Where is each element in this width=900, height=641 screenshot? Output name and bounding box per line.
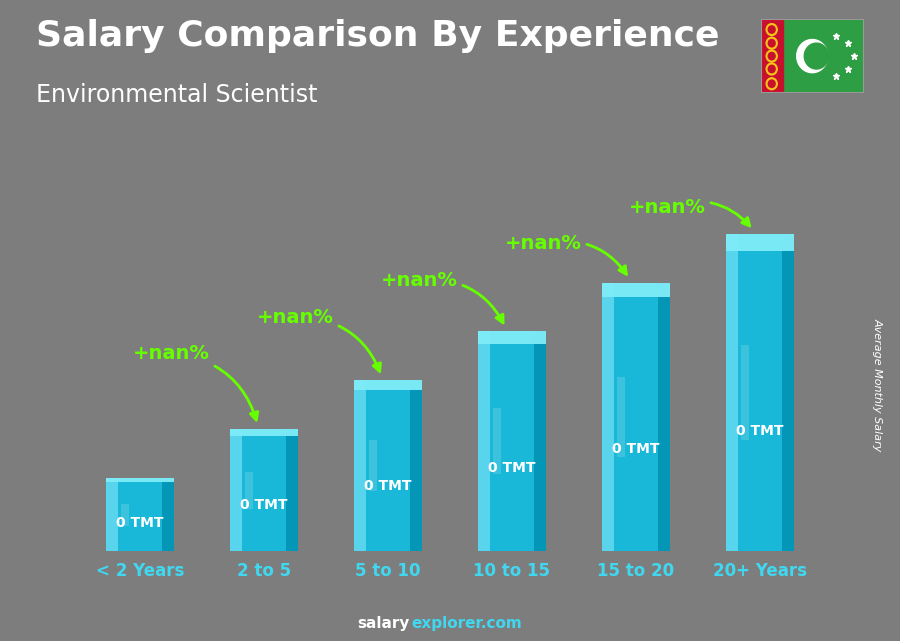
Circle shape [766,37,778,50]
Bar [230,429,298,551]
Text: 0 TMT: 0 TMT [488,461,536,475]
Circle shape [768,65,776,74]
Bar [245,472,253,508]
Bar [725,234,794,251]
Bar [354,380,366,551]
Bar [122,504,130,526]
Bar [106,478,175,551]
Text: 0 TMT: 0 TMT [240,498,288,512]
Bar [286,429,298,551]
Bar [369,440,377,492]
Bar [230,429,298,436]
Text: explorer.com: explorer.com [411,617,522,631]
Circle shape [766,49,778,63]
Bar [410,380,422,551]
Bar [162,478,175,551]
Bar [725,234,794,551]
Bar [602,283,614,551]
Bar [478,331,491,551]
Text: Environmental Scientist: Environmental Scientist [36,83,318,107]
Bar [493,408,501,474]
Text: 0 TMT: 0 TMT [116,517,164,530]
Circle shape [766,23,778,36]
Bar [602,283,670,551]
Bar [354,380,422,551]
Bar [658,283,670,551]
Bar [478,331,546,344]
Text: Salary Comparison By Experience: Salary Comparison By Experience [36,19,719,53]
Circle shape [768,52,776,60]
Text: Average Monthly Salary: Average Monthly Salary [872,318,883,451]
Bar [760,19,783,93]
Bar [781,234,794,551]
Text: +nan%: +nan% [381,271,503,323]
Bar [602,283,670,297]
Text: 0 TMT: 0 TMT [612,442,660,456]
Circle shape [768,38,776,47]
Circle shape [766,62,778,76]
Polygon shape [796,40,827,72]
Circle shape [805,43,829,69]
Circle shape [768,25,776,34]
Bar [725,234,738,551]
Bar [616,377,625,457]
Text: salary: salary [357,617,410,631]
Bar [741,345,749,440]
Circle shape [768,79,776,88]
Circle shape [766,77,778,90]
Bar [230,429,242,551]
Bar [106,478,119,551]
Bar [106,478,175,482]
Bar [478,331,546,551]
Text: 0 TMT: 0 TMT [736,424,784,438]
Bar [534,331,546,551]
Text: +nan%: +nan% [132,344,257,420]
Bar [354,380,422,390]
Text: +nan%: +nan% [628,197,750,226]
Text: 0 TMT: 0 TMT [364,479,412,494]
Text: +nan%: +nan% [256,308,381,371]
Text: +nan%: +nan% [505,235,626,274]
